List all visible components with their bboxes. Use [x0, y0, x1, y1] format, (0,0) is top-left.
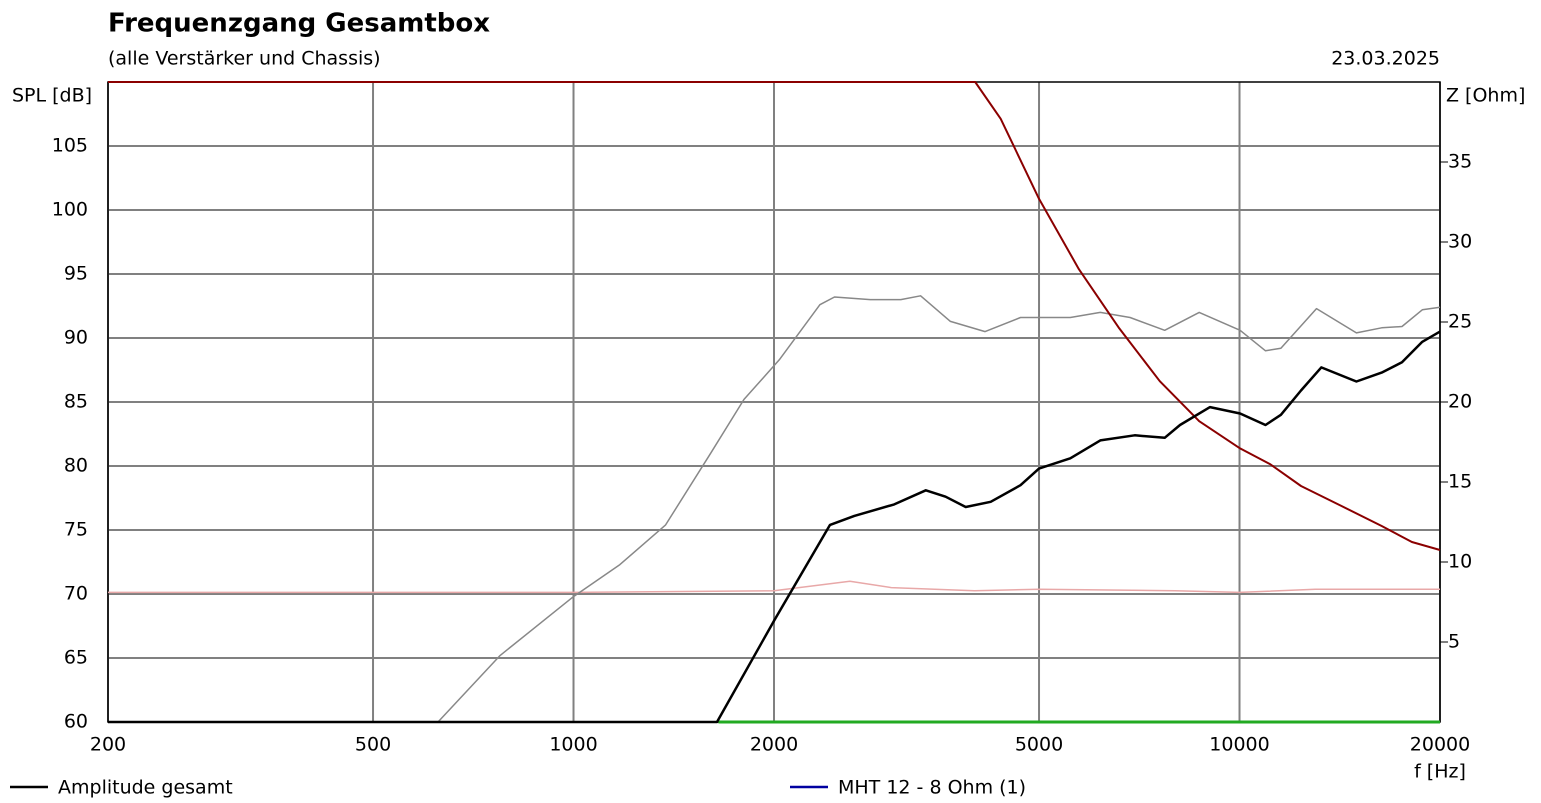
legend-label: MHT 12 - 8 Ohm (1)	[838, 777, 1026, 799]
x-tick-label: 20000	[1410, 734, 1470, 756]
series-line	[108, 580, 1440, 594]
y2-tick-label: 15	[1448, 471, 1472, 493]
chart-date: 23.03.2025	[1331, 48, 1440, 70]
y2-tick-label: 5	[1448, 631, 1460, 653]
x-tick-label: 1000	[549, 734, 597, 756]
y-tick-label: 70	[64, 583, 88, 605]
x-axis-label: f [Hz]	[1414, 761, 1466, 783]
y-tick-label: 65	[64, 647, 88, 669]
y-tick-label: 90	[64, 327, 88, 349]
x-tick-label: 500	[355, 734, 391, 756]
y-tick-label: 60	[64, 711, 88, 733]
series-line	[108, 330, 1441, 724]
y-tick-label: 95	[64, 263, 88, 285]
y-tick-label: 105	[52, 135, 88, 157]
x-tick-label: 10000	[1209, 734, 1269, 756]
y-tick-label: 85	[64, 391, 88, 413]
y2-tick-label: 25	[1448, 311, 1472, 333]
chart-subtitle: (alle Verstärker und Chassis)	[108, 48, 381, 70]
y2-tick-label: 10	[1448, 551, 1472, 573]
x-tick-label: 5000	[1015, 734, 1063, 756]
y-tick-label: 80	[64, 455, 88, 477]
y2-axis-label: Z [Ohm]	[1446, 85, 1525, 107]
series-line	[108, 81, 1441, 551]
y-tick-label: 75	[64, 519, 88, 541]
y2-tick-label: 20	[1448, 391, 1472, 413]
y-axis-label: SPL [dB]	[12, 85, 92, 107]
y-tick-label: 100	[52, 199, 88, 221]
legend-label: Amplitude gesamt	[58, 777, 233, 799]
chart-title: Frequenzgang Gesamtbox	[108, 9, 490, 39]
series-line	[437, 295, 1441, 723]
x-tick-label: 200	[90, 734, 126, 756]
y2-tick-label: 30	[1448, 231, 1472, 253]
x-tick-label: 2000	[750, 734, 798, 756]
y2-tick-label: 35	[1448, 151, 1472, 173]
